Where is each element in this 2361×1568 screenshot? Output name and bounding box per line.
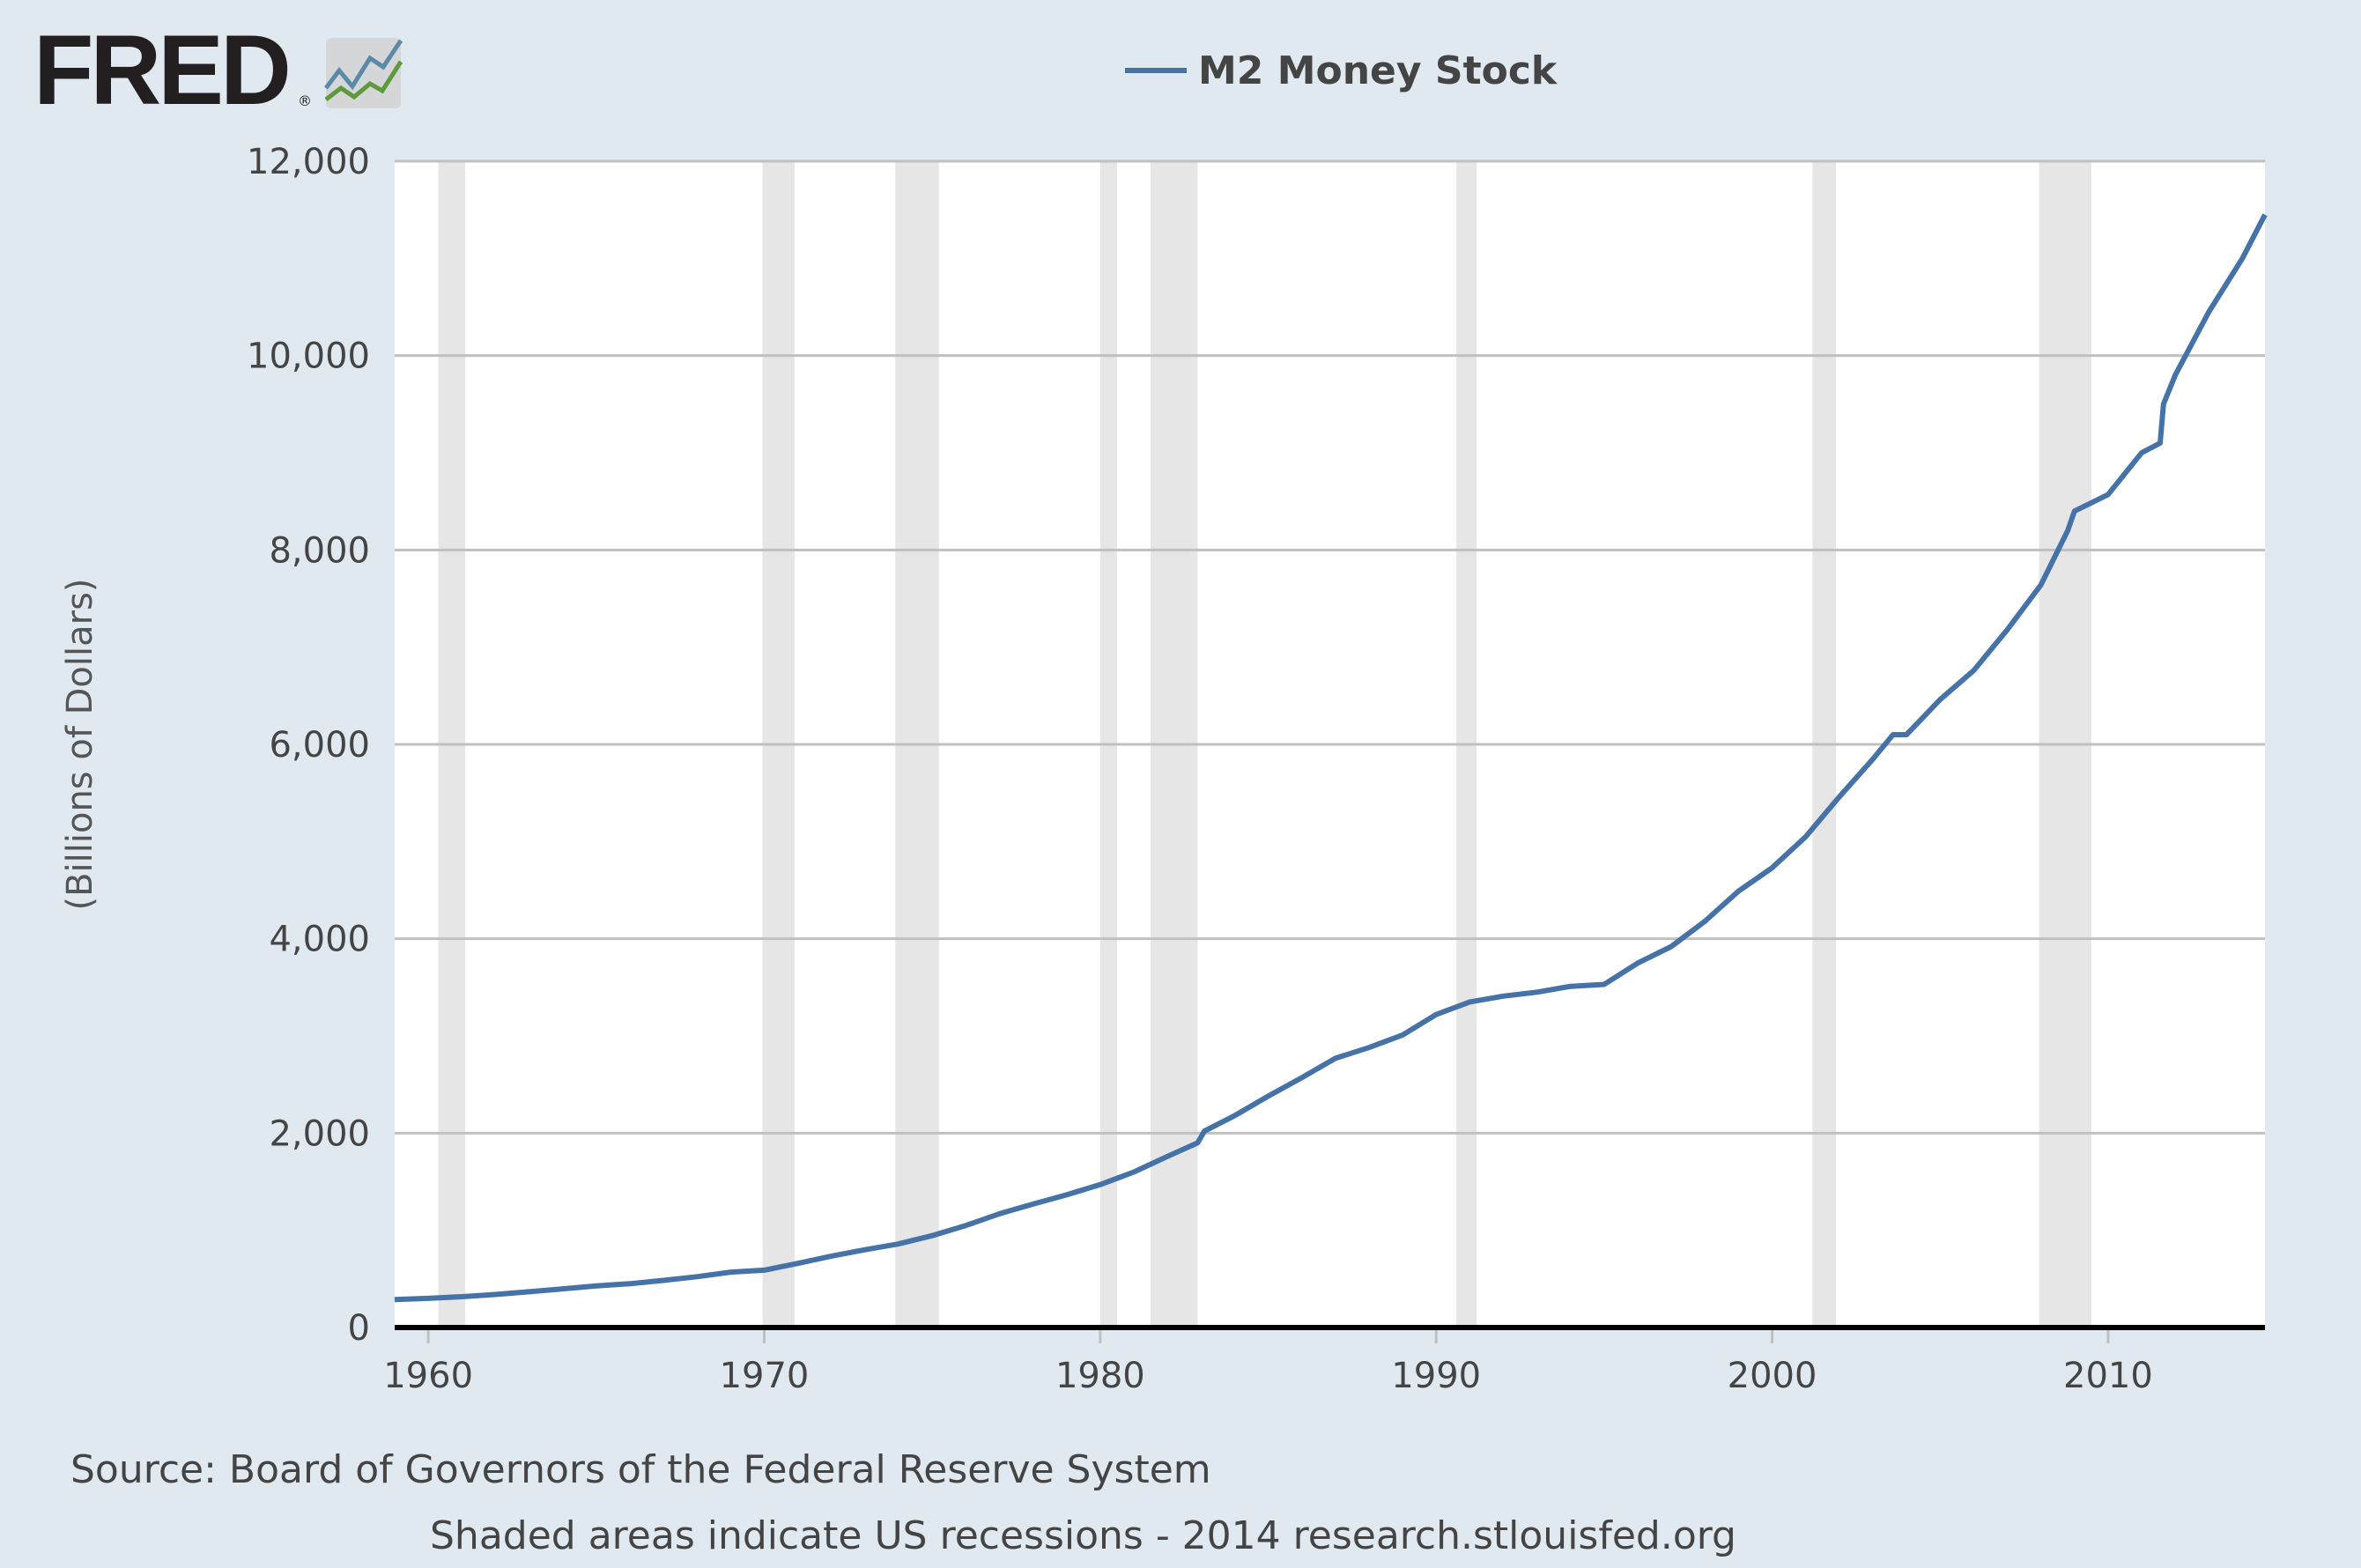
fred-logo: FRED ® — [33, 15, 403, 125]
fred-logo-graph-icon — [324, 38, 403, 108]
y-axis-ticks: 0 2,000 4,000 6,000 8,000 10,000 12,000 — [247, 142, 370, 1349]
x-tick-label: 1970 — [720, 1356, 810, 1396]
x-tick-label: 2010 — [2063, 1356, 2153, 1396]
grid-lines — [395, 159, 2265, 1135]
y-tick-label: 2,000 — [269, 1113, 370, 1154]
y-tick-label: 10,000 — [247, 337, 370, 377]
recession-note: Shaded areas indicate US recessions - 20… — [430, 1513, 1736, 1558]
y-tick-label: 4,000 — [269, 920, 370, 960]
y-tick-label: 12,000 — [247, 142, 370, 182]
x-tick-label: 1990 — [1391, 1356, 1481, 1396]
x-tick-label: 2000 — [1728, 1356, 1817, 1396]
y-tick-label: 6,000 — [269, 725, 370, 766]
y-tick-label: 0 — [348, 1308, 370, 1349]
x-tick-label: 1980 — [1055, 1356, 1145, 1396]
series-line-m2 — [394, 213, 2268, 1303]
fred-logo-text: FRED — [33, 15, 288, 125]
source-note: Source: Board of Governors of the Federa… — [70, 1447, 1211, 1492]
legend-label: M2 Money Stock — [1198, 48, 1558, 93]
registered-mark: ® — [298, 92, 312, 109]
y-axis-label: (Billions of Dollars) — [60, 578, 100, 910]
x-tick-label: 1960 — [383, 1356, 473, 1396]
legend: M2 Money Stock — [1125, 48, 1558, 93]
y-tick-label: 8,000 — [269, 530, 370, 571]
x-axis-ticks: 1960 1970 1980 1990 2000 2010 — [383, 1328, 2153, 1396]
